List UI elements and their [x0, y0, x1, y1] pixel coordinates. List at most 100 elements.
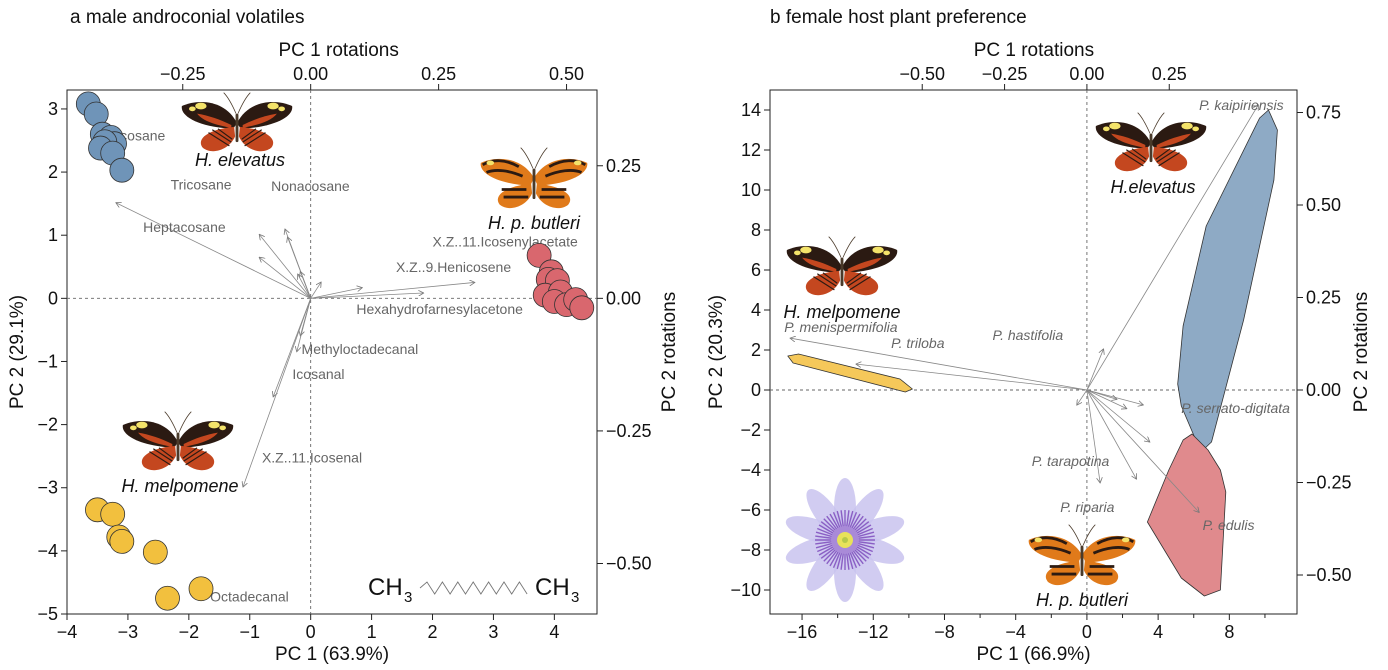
data-point [188, 576, 214, 602]
x-tick-label: −2 [179, 622, 200, 642]
convex-hull [787, 353, 913, 393]
loading-arrow [243, 298, 312, 486]
y-tick-label: 8 [751, 220, 761, 240]
loading-label: P. kaipiriensis [1199, 97, 1284, 113]
loading-label: P. hastifolia [993, 327, 1064, 343]
species-label: H.elevatus [1110, 177, 1195, 197]
loading-arrow [297, 298, 312, 351]
loading-label: X.Z..9.Henicosene [396, 259, 511, 275]
loading-arrow [1086, 389, 1127, 409]
y-tick-label: 0 [751, 380, 761, 400]
right-tick-label: −0.50 [606, 553, 652, 573]
plot-frame [66, 89, 598, 615]
right-tick-label: 0.50 [1306, 195, 1341, 215]
loading-arrow [310, 282, 321, 299]
loading-arrow [300, 272, 312, 299]
loading-arrow [1086, 389, 1150, 442]
petal [806, 488, 846, 540]
top-tick-label: 0.25 [421, 64, 456, 84]
y-axis-title: PC 2 (29.1%) [7, 295, 28, 409]
y-tick-label: 3 [48, 99, 58, 119]
y-tick-label: 0 [48, 288, 58, 308]
x-tick-label: 8 [1224, 622, 1234, 642]
plot-frame [769, 89, 1298, 615]
y-tick-label: −8 [740, 540, 761, 560]
x-tick-label: −4 [57, 622, 78, 642]
x-tick-label: 2 [428, 622, 438, 642]
y-axis-title: PC 2 (20.3%) [706, 295, 727, 409]
data-point [569, 295, 595, 321]
loading-label: Nonacosane [271, 178, 350, 194]
right-tick-label: −0.25 [1306, 473, 1352, 493]
right-tick-label: 0.75 [1306, 103, 1341, 123]
butterfly-icon [786, 236, 898, 296]
right-tick-label: 0.00 [1306, 380, 1341, 400]
loading-arrow [298, 274, 312, 299]
x-tick-label: 4 [1153, 622, 1163, 642]
top-tick-label: −0.25 [160, 64, 206, 84]
y-tick-label: 6 [751, 260, 761, 280]
loading-arrow [1086, 389, 1100, 483]
y-tick-label: 2 [751, 340, 761, 360]
right-tick-label: 0.25 [606, 156, 641, 176]
loading-arrow [310, 293, 424, 299]
data-point [142, 539, 168, 565]
petal [844, 540, 884, 592]
x-tick-label: −16 [787, 622, 818, 642]
pistil [842, 537, 848, 543]
panel-b-title: b female host plant preference [770, 7, 1027, 28]
y-tick-label: −1 [37, 351, 58, 371]
loading-label: Octadecanal [210, 588, 289, 604]
loading-arrow [1086, 389, 1117, 399]
x-axis-title: PC 1 (63.9%) [275, 644, 389, 665]
top-tick-label: −0.25 [982, 64, 1028, 84]
y-tick-label: −4 [740, 460, 761, 480]
petal [846, 535, 905, 564]
data-point [100, 501, 126, 527]
y-tick-label: 10 [741, 180, 761, 200]
loading-arrow [790, 338, 1087, 391]
data-point [109, 528, 135, 554]
butterfly-icon [1095, 112, 1207, 172]
molecule-chain-icon: CH 3 CH 3 [368, 574, 579, 606]
panel-b: −16 −12 −8 −4 0 4 8 PC 1 (66.9%) −10 −8 −6 −4 −2 0 2 4 6… [706, 40, 1372, 665]
species-label: H. p. butleri [1036, 590, 1129, 610]
loading-arrow [310, 282, 475, 299]
butterfly-icon [181, 92, 293, 152]
right-tick-label: 0.00 [606, 288, 641, 308]
loading-label: Methyloctadecanal [302, 341, 419, 357]
top-tick-label: −0.50 [899, 64, 945, 84]
x-tick-label: −4 [1005, 622, 1026, 642]
x-tick-label: −1 [239, 622, 260, 642]
loading-label: P. tarapotina [1032, 453, 1110, 469]
x-tick-label: 3 [488, 622, 498, 642]
y-tick-label: 4 [751, 300, 761, 320]
loading-label: P. triloba [891, 335, 945, 351]
y-tick-label: −2 [740, 420, 761, 440]
loading-arrow [260, 235, 311, 299]
loading-label: X.Z..11.Icosenylacetate [433, 234, 578, 250]
top-axis-title: PC 1 rotations [278, 40, 398, 61]
x-tick-label: 0 [1082, 622, 1092, 642]
chem-subscript: 3 [404, 589, 412, 606]
y-tick-label: −6 [740, 500, 761, 520]
butterfly-icon [1027, 523, 1137, 587]
loading-label: Heptacosane [143, 219, 226, 235]
passionflower-icon [785, 478, 905, 602]
x-tick-label: −12 [858, 622, 889, 642]
loading-arrow [260, 258, 311, 299]
chain-zigzag [419, 581, 528, 595]
loading-label: Icosanal [292, 366, 344, 382]
loading-label: X.Z..11.Icosenal [262, 449, 362, 465]
right-axis-title: PC 2 rotations [1351, 292, 1372, 412]
loading-label: P. serrato-digitata [1181, 400, 1290, 416]
y-tick-label: −3 [37, 478, 58, 498]
data-point [109, 157, 135, 183]
x-tick-label: 1 [367, 622, 377, 642]
loading-label: Hexahydrofarnesylacetone [356, 301, 523, 317]
data-point [155, 585, 180, 611]
x-tick-label: −3 [118, 622, 139, 642]
panel-a-title: a male androconial volatiles [70, 7, 305, 28]
loading-label: P. edulis [1203, 517, 1255, 533]
panel-a: −4 −3 −2 −1 0 1 2 3 4PC 1 (63.9%)−5−4−3−2−10123P… [7, 40, 680, 665]
